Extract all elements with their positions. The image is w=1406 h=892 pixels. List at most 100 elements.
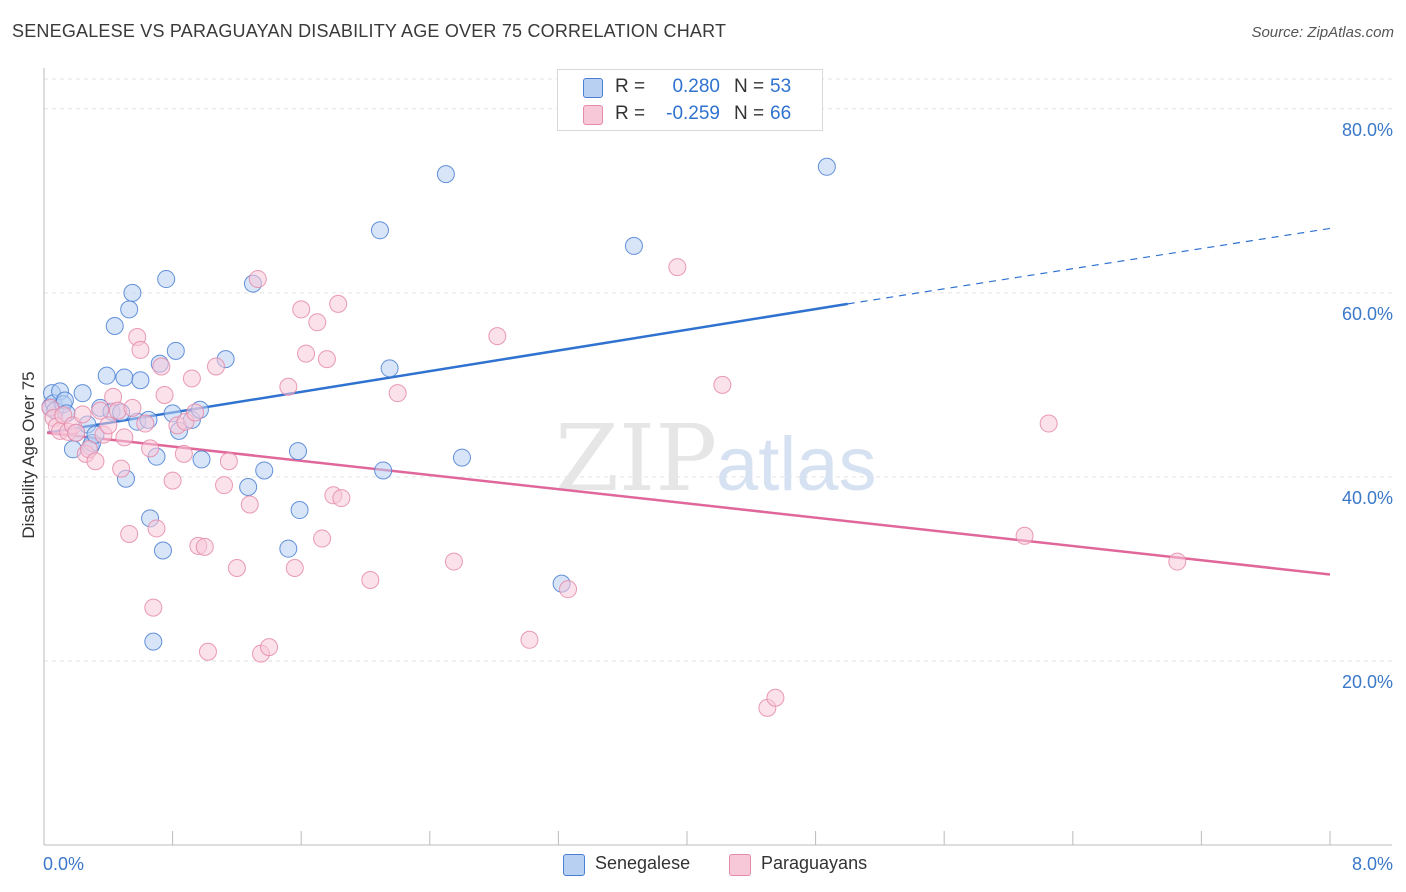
legend-row-paraguayans: R = -0.259 N = 66 bbox=[558, 100, 822, 128]
source-label: Source: ZipAtlas.com bbox=[1251, 24, 1394, 41]
point-paraguayans bbox=[198, 642, 217, 661]
legend-n-label: N = bbox=[734, 76, 765, 97]
point-senegalese bbox=[239, 478, 258, 497]
point-senegalese bbox=[73, 384, 92, 403]
data-points bbox=[41, 157, 1187, 717]
trend-line-senegalese-extension bbox=[847, 227, 1331, 305]
point-senegalese bbox=[370, 221, 389, 240]
point-senegalese bbox=[166, 341, 185, 360]
point-paraguayans bbox=[361, 570, 380, 589]
point-paraguayans bbox=[1168, 552, 1187, 571]
legend-swatch-pink bbox=[729, 854, 751, 876]
point-paraguayans bbox=[219, 452, 238, 471]
point-paraguayans bbox=[147, 519, 166, 538]
point-paraguayans bbox=[329, 294, 348, 313]
y-tick-label: 60.0% bbox=[1342, 304, 1393, 324]
y-tick-label: 40.0% bbox=[1342, 488, 1393, 508]
y-axis-label: Disability Age Over 75 bbox=[19, 371, 38, 538]
point-paraguayans bbox=[240, 495, 259, 514]
point-paraguayans bbox=[488, 327, 507, 346]
point-paraguayans bbox=[131, 340, 150, 359]
point-paraguayans bbox=[152, 357, 171, 376]
point-senegalese bbox=[153, 541, 172, 560]
legend-n-value: 66 bbox=[770, 103, 792, 124]
legend-swatch-pink bbox=[583, 105, 603, 125]
point-paraguayans bbox=[332, 489, 351, 508]
point-paraguayans bbox=[136, 414, 155, 433]
point-senegalese bbox=[817, 157, 836, 176]
point-paraguayans bbox=[713, 375, 732, 394]
point-senegalese bbox=[624, 236, 643, 255]
legend-row-senegalese: R = 0.280 N = 53 bbox=[558, 73, 822, 101]
tick-labels: 20.0% 40.0% 60.0% 80.0% 0.0% 8.0% bbox=[43, 120, 1393, 874]
point-paraguayans bbox=[297, 344, 316, 363]
point-paraguayans bbox=[186, 403, 205, 422]
point-paraguayans bbox=[123, 398, 142, 417]
point-paraguayans bbox=[163, 471, 182, 490]
legend-swatch-blue bbox=[563, 854, 585, 876]
point-paraguayans bbox=[444, 552, 463, 571]
point-paraguayans bbox=[207, 357, 226, 376]
point-senegalese bbox=[192, 450, 211, 469]
legend-swatch-blue bbox=[583, 78, 603, 98]
point-senegalese bbox=[288, 442, 307, 461]
point-paraguayans bbox=[99, 416, 118, 435]
point-paraguayans bbox=[317, 350, 336, 369]
point-paraguayans bbox=[279, 377, 298, 396]
point-paraguayans bbox=[91, 401, 110, 420]
point-senegalese bbox=[452, 448, 471, 467]
legend-r-label: R = bbox=[615, 76, 646, 97]
point-paraguayans bbox=[285, 559, 304, 578]
chart-title: SENEGALESE VS PARAGUAYAN DISABILITY AGE … bbox=[12, 21, 727, 41]
series-legend: Senegalese Paraguayans bbox=[0, 852, 1406, 878]
point-paraguayans bbox=[668, 258, 687, 277]
point-paraguayans bbox=[1015, 526, 1034, 545]
legend-label-paraguayans: Paraguayans bbox=[761, 853, 868, 873]
point-paraguayans bbox=[766, 688, 785, 707]
point-senegalese bbox=[144, 632, 163, 651]
point-paraguayans bbox=[559, 580, 578, 599]
legend-r-value: -0.259 bbox=[666, 103, 720, 124]
legend-n-label: N = bbox=[734, 103, 765, 124]
watermark-zip: ZIP bbox=[555, 405, 717, 512]
point-paraguayans bbox=[313, 529, 332, 548]
y-tick-label: 80.0% bbox=[1342, 120, 1393, 140]
legend-r-label: R = bbox=[615, 103, 646, 124]
point-paraguayans bbox=[292, 300, 311, 319]
point-paraguayans bbox=[227, 559, 246, 578]
point-paraguayans bbox=[388, 384, 407, 403]
y-tick-label: 20.0% bbox=[1342, 672, 1393, 692]
gridlines bbox=[44, 78, 1392, 662]
point-paraguayans bbox=[248, 270, 267, 289]
point-senegalese bbox=[105, 316, 124, 335]
point-senegalese bbox=[157, 270, 176, 289]
point-paraguayans bbox=[182, 369, 201, 388]
point-senegalese bbox=[123, 283, 142, 302]
legend-r-value: 0.280 bbox=[672, 76, 720, 97]
point-senegalese bbox=[131, 371, 150, 390]
point-paraguayans bbox=[115, 428, 134, 447]
point-paraguayans bbox=[86, 452, 105, 471]
watermark: ZIP atlas bbox=[555, 405, 877, 512]
point-paraguayans bbox=[1039, 414, 1058, 433]
correlation-legend: R = 0.280 N = 53 R = -0.259 N = 66 bbox=[557, 69, 823, 131]
legend-n-value: 53 bbox=[770, 76, 792, 97]
legend-label-senegalese: Senegalese bbox=[595, 853, 691, 873]
point-senegalese bbox=[374, 461, 393, 480]
x-tick-label: 8.0% bbox=[1352, 854, 1393, 874]
point-paraguayans bbox=[67, 423, 86, 442]
point-paraguayans bbox=[308, 313, 327, 332]
point-paraguayans bbox=[73, 405, 92, 424]
point-paraguayans bbox=[195, 537, 214, 556]
point-paraguayans bbox=[174, 444, 193, 463]
point-paraguayans bbox=[215, 476, 234, 495]
point-paraguayans bbox=[112, 459, 131, 478]
trend-line-paraguayans bbox=[47, 431, 1331, 576]
point-senegalese bbox=[115, 368, 134, 387]
point-senegalese bbox=[279, 539, 298, 558]
trend-lines bbox=[47, 227, 1331, 576]
point-paraguayans bbox=[520, 630, 539, 649]
point-senegalese bbox=[436, 165, 455, 184]
watermark-atlas: atlas bbox=[716, 422, 877, 507]
